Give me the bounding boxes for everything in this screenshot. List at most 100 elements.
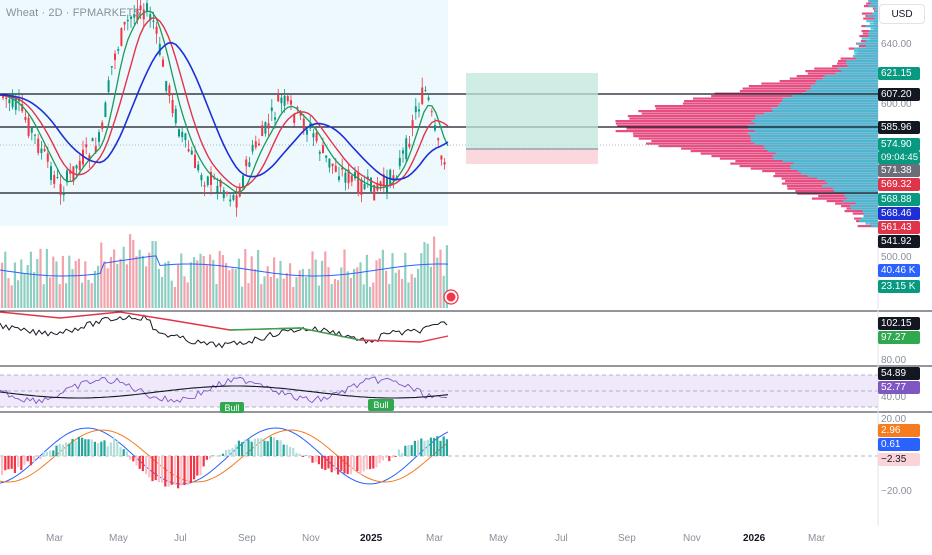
macd-bar [394,456,397,457]
volume-bar [343,249,346,308]
candle-body [62,193,65,196]
candle-body [82,149,84,165]
profile-bar-cyan [870,27,878,30]
volume-bar [426,243,429,308]
candle-body [232,194,235,200]
volume-bar [39,248,42,308]
candle-body [264,122,267,134]
candle-body [421,87,424,104]
macd-bar [215,456,218,457]
volume-bar [157,269,160,308]
rsi-bull-label-1: Bull [224,403,239,413]
macd-bar [314,456,317,463]
candle-body [165,81,168,91]
volume-bars [1,234,448,308]
macd-bar [333,456,336,471]
profile-bar-cyan [868,0,878,3]
volume-bar [285,273,288,308]
rsi-line [0,376,448,405]
candle-body [190,150,193,155]
candle-body [354,171,356,179]
candle-body [14,98,17,110]
macd-bar [164,456,167,487]
volume-bar [423,241,426,308]
macd-bar [173,456,176,485]
time-label-sep-2025: Sep [618,533,636,544]
volume-bar [337,280,340,308]
profile-bar-cyan [816,80,878,83]
macd-bar [199,456,202,476]
volume-bar [58,284,61,308]
volume-bar [362,284,365,308]
indicator-ma-green [229,327,361,341]
volume-bar [23,273,26,308]
badge-macd1: 2.96 [878,424,920,437]
candle-body [344,172,347,183]
profile-bar-pink [861,12,878,15]
macd-bar [417,440,420,456]
candle-body [248,162,251,167]
candle-body [274,117,276,120]
profile-bar-cyan [865,45,878,48]
volume-bar [129,234,132,308]
candle-body [315,132,318,142]
profile-bar-pink [615,120,878,123]
profile-bar-cyan [824,75,878,78]
volume-bar [68,255,71,308]
profile-bar-cyan [747,127,878,130]
volume-bar [439,249,442,308]
candle-body [203,185,206,187]
volume-bar [109,257,112,308]
volume-bar [311,251,314,308]
profile-bar-cyan [865,40,878,43]
volume-bar [257,249,260,308]
symbol-title[interactable]: Wheat · 2D · FPMARKETS [6,7,141,19]
event-flag-icon-inner [446,292,456,302]
volume-bar [119,258,122,308]
time-label-may: May [109,533,128,544]
profile-bar-cyan [807,175,878,178]
macd-bar [212,455,215,456]
profile-bar-cyan [868,35,878,38]
profile-bar-cyan [782,97,878,100]
candle-body [261,125,264,137]
profile-bar-cyan [835,72,878,75]
candle-body [290,100,292,105]
candle-body [334,165,337,172]
macd-bar [138,456,141,469]
profile-bar-cyan [800,172,878,175]
profile-bar-cyan [872,12,878,15]
currency-button[interactable]: USD [879,4,925,24]
volume-bar [372,282,375,308]
profile-bar-cyan [822,77,878,80]
badge-568b: 568.46 [878,207,920,220]
volume-bar [202,256,205,308]
candle-body [443,162,446,165]
volume-bar [356,267,359,308]
profile-bar-pink [811,197,878,200]
time-label-nov: Nov [302,533,320,544]
macd-bar [263,440,266,456]
volume-bar [26,264,29,308]
candle-body [8,99,11,104]
volume-bar [177,264,180,308]
candle-body [30,127,33,133]
macd-bar [289,446,292,456]
rsi-band [0,375,878,407]
rsi-tick-40: 40.00 [881,392,907,403]
macd-bar [330,456,333,473]
candle-body [53,175,56,184]
macd-bar [36,456,39,457]
macd-bar [295,452,298,456]
candle-body [302,118,305,130]
profile-bar-cyan [856,57,878,60]
volume-bar [173,287,176,308]
profile-bar-cyan [874,17,878,20]
profile-bar-cyan [854,47,878,50]
volume-bar [42,284,45,308]
volume-bar [103,261,106,308]
volume-bar [282,278,285,308]
candle-body [434,125,436,131]
